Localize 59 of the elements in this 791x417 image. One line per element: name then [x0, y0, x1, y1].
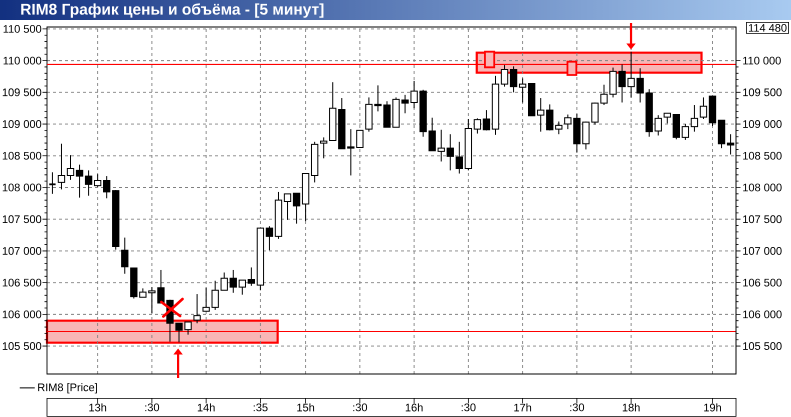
text: 114 480 [748, 24, 787, 32]
x-tick-label: 14h [198, 403, 215, 412]
x-tick-label: :30 [570, 404, 584, 412]
x-tick-label: 15h [297, 403, 314, 412]
candlestick [184, 321, 192, 336]
x-tick-label: :30 [353, 404, 368, 412]
candlestick [482, 110, 490, 131]
candlestick [383, 100, 391, 128]
x-tick-label: :35 [254, 404, 268, 412]
y-tick-label: 105 500 [2, 342, 42, 350]
candlestick [700, 96, 708, 120]
y-tick-label: 110 000 [4, 56, 42, 65]
candlestick [510, 66, 518, 93]
y-tick-label: 106 000 [2, 310, 42, 318]
candlestick [718, 120, 726, 149]
candlestick [66, 154, 74, 180]
candlestick [58, 143, 66, 190]
y-tick-label: 106 500 [2, 278, 42, 287]
y-tick-label: 108 500 [2, 152, 42, 160]
y-tick-label: 109 500 [2, 88, 42, 96]
candlestick [292, 192, 300, 224]
y2-tick-label: 107 000 [743, 247, 782, 255]
candlestick [266, 226, 274, 251]
y2-tick-label: 107 500 [743, 215, 782, 224]
y-tick-label: 110 500 [4, 24, 42, 33]
x-tick-label: :30 [462, 404, 476, 412]
y2-tick-label: 108 000 [743, 184, 782, 192]
y2-tick-label: 109 500 [743, 88, 782, 96]
candlestick [500, 64, 508, 88]
y-tick-label: 107 500 [2, 215, 42, 224]
candlestick [175, 322, 183, 343]
x-tick-label: 16h [406, 403, 423, 412]
x-tick-label: 17h [514, 403, 532, 412]
y-tick-label: 108 000 [2, 184, 42, 192]
candlestick [600, 84, 608, 106]
y2-tick-label: 106 500 [743, 278, 782, 287]
x-tick-label: :30 [145, 404, 160, 412]
legend-label: RIM8 [Price] [38, 383, 97, 394]
x-tick-label: 19h [704, 403, 721, 412]
y2-tick-label: 105 500 [743, 342, 782, 350]
candlestick [76, 164, 84, 198]
y-tick-label: 109 000 [2, 120, 42, 128]
chart-title: RIM8 График цены и объёма - [5 минут] [21, 3, 324, 18]
y2-tick-label: 109 000 [743, 120, 782, 128]
x-tick-label: 18h [622, 403, 640, 412]
candlestick [157, 269, 165, 304]
y-tick-label: 107 000 [2, 247, 42, 255]
candlestick [690, 104, 698, 132]
candlestick [401, 94, 409, 114]
candlestick [609, 67, 617, 98]
candlestick [193, 294, 201, 324]
y2-tick-label: 108 500 [743, 152, 782, 160]
candlestick [591, 102, 599, 126]
candlestick [618, 64, 626, 103]
x-tick-label: 13h [89, 403, 106, 412]
y2-tick-label: 106 000 [743, 310, 782, 318]
y2-tick-label: 110 000 [743, 56, 781, 65]
candlestick [121, 237, 128, 274]
candlestick [284, 193, 292, 220]
